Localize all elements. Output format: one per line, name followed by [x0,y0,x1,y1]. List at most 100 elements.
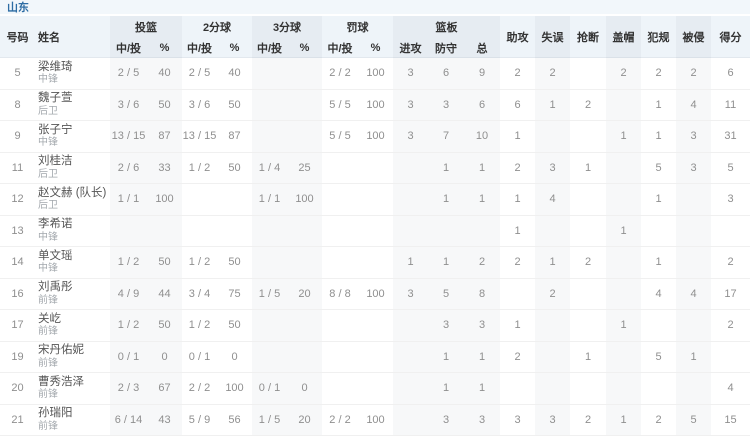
cell-ft-made-att [322,342,358,373]
cell-assists: 2 [514,161,521,174]
cell-fg-made-att: 0 / 1 [110,341,147,372]
col-header-fg-made-att: 中/投 [110,37,147,58]
cell-points [711,216,750,247]
cell-3p-pct [287,121,322,152]
col-header-fg-pct: % [147,37,182,58]
cell-assists: 1 [514,193,521,206]
player-row: 9 张子宁 中锋 13 / 15 87 13 / 15 87 5 / 5 100… [0,121,750,153]
player-number: 5 [14,67,21,80]
col-header-ft-made-att: 中/投 [327,42,353,55]
cell-ft-made-att: 2 / 2 [329,413,351,426]
cell-ft-pct [358,184,393,215]
col-header-3p-pct: % [287,37,322,58]
player-name-cell: 李希诺 中锋 [35,216,110,247]
player-position: 前锋 [38,357,58,369]
cell-fouls: 1 [655,98,662,111]
cell-reb-off: 3 [393,89,428,120]
cell-fouled: 3 [676,152,711,183]
cell-turnovers [535,373,570,404]
col-header-number: 号码 [6,32,29,44]
cell-reb-tot: 9 [464,58,500,89]
cell-3p-made-att: 0 / 1 [252,373,287,404]
cell-fouled: 4 [676,89,711,120]
cell-steals [570,373,606,404]
cell-3p-pct [287,247,322,278]
player-name-cell: 宋丹佑妮 前锋 [35,342,110,373]
cell-fouled: 5 [676,404,711,435]
cell-3p-made-att: 1 / 5 [252,278,287,309]
player-row: 5 梁维琦 中锋 2 / 5 40 2 / 5 40 2 / 2 100 3 6… [0,58,750,90]
cell-steals: 2 [584,256,592,269]
cell-fg-pct: 50 [147,89,182,120]
cell-steals: 2 [584,98,592,111]
cell-reb-def: 1 [428,184,464,215]
cell-fouled: 3 [676,121,711,152]
cell-ft-pct [358,153,393,184]
cell-reb-def: 1 [428,152,464,183]
cell-reb-tot: 3 [464,310,500,341]
cell-3p-pct: 20 [287,278,322,309]
cell-fg-made-att: 1 / 2 [110,310,147,341]
cell-assists: 2 [514,67,521,80]
cell-3p-made-att [252,89,287,120]
cell-assists: 1 [514,224,521,237]
col-header-points: 得分 [719,32,742,44]
cell-assists [500,373,535,404]
player-name-cell: 曹秀浩泽 前锋 [35,373,110,404]
cell-2p-made-att: 13 / 15 [182,130,217,143]
cell-fouled [676,184,711,215]
col-header-name: 姓名 [38,32,60,44]
player-name: 曹秀浩泽 [38,375,84,388]
cell-points: 17 [724,287,737,300]
cell-ft-made-att [322,310,358,341]
cell-fg-pct: 87 [147,121,182,152]
cell-steals [570,279,606,310]
stats-table-body: 5 梁维琦 中锋 2 / 5 40 2 / 5 40 2 / 2 100 3 6… [0,58,750,436]
cell-fg-made-att: 1 / 2 [110,247,147,278]
col-header-fouls: 犯规 [647,32,670,44]
cell-fg-pct: 50 [147,310,182,341]
cell-turnovers: 3 [535,404,570,435]
cell-3p-pct [287,58,322,89]
cell-ft-made-att: 2 / 2 [329,67,351,80]
cell-fouls [641,310,676,341]
cell-fg-made-att: 3 / 6 [110,89,147,120]
cell-steals [570,121,606,152]
player-name: 魏子萱 [38,92,73,105]
divider [0,14,750,16]
cell-3p-pct [287,89,322,120]
player-number: 14 [11,256,24,269]
cell-2p-made-att: 5 / 9 [188,413,211,426]
cell-reb-off: 3 [393,278,428,309]
cell-assists: 3 [514,413,521,426]
player-row: 13 李希诺 中锋 1 1 [0,215,750,247]
col-header-fouled: 被侵 [676,16,711,58]
cell-points: 3 [727,193,734,206]
player-name: 孙瑞阳 [38,407,73,420]
cell-reb-tot [464,215,500,246]
player-row: 19 宋丹佑妮 前锋 0 / 1 0 0 / 1 0 1 1 2 1 5 1 [0,341,750,373]
cell-2p-made-att: 2 / 5 [188,67,211,80]
player-name-cell: 孙瑞阳 前锋 [35,405,110,436]
cell-reb-tot: 1 [464,373,500,404]
player-name: 张子宁 [38,123,73,136]
cell-reb-tot: 3 [464,404,500,435]
cell-2p-pct: 50 [228,256,241,269]
player-name: 单文瑶 [38,249,73,262]
cell-fg-pct: 33 [147,152,182,183]
cell-points [711,342,750,373]
cell-reb-tot: 1 [464,152,500,183]
cell-assists [500,279,535,310]
player-position: 中锋 [38,263,58,275]
cell-reb-off [393,152,428,183]
player-row: 17 关屹 前锋 1 / 2 50 1 / 2 50 3 3 1 1 2 [0,310,750,342]
col-header-reb-def: 防守 [428,37,464,58]
player-row: 21 孙瑞阳 前锋 6 / 14 43 5 / 9 56 1 / 5 20 2 … [0,404,750,436]
cell-reb-off [393,310,428,341]
cell-assists: 6 [514,98,521,111]
cell-fg-made-att: 4 / 9 [110,278,147,309]
cell-points: 6 [727,67,734,80]
cell-fg-made-att: 2 / 3 [110,373,147,404]
cell-3p-pct: 100 [287,184,322,215]
cell-steals: 1 [584,161,592,174]
